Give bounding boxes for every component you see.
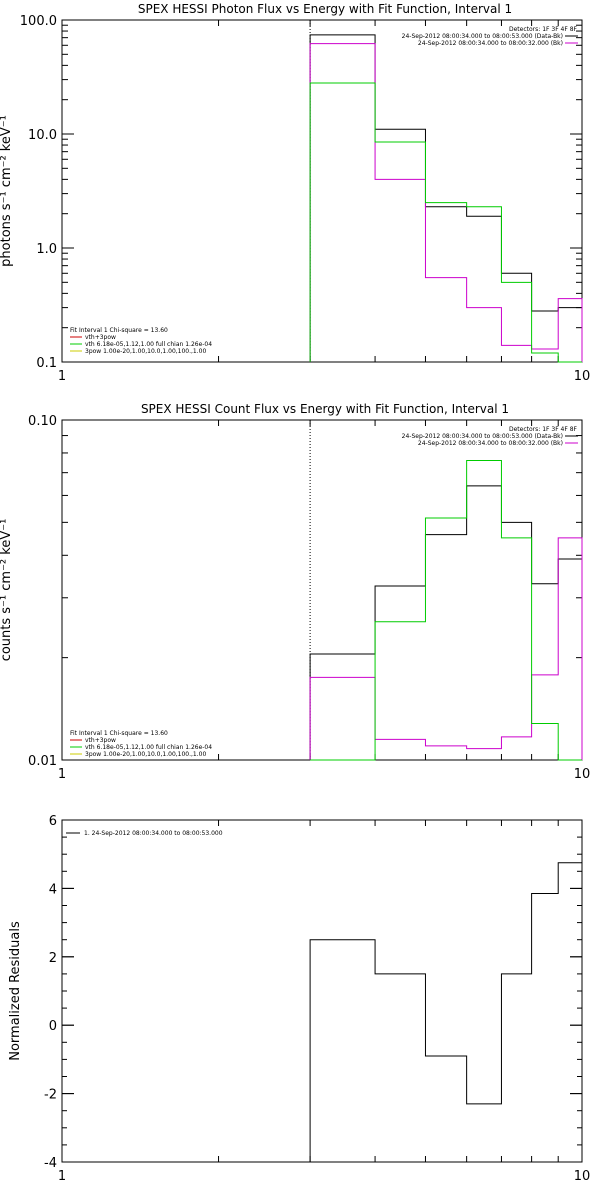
photon-flux-y-tick-label: 1.0 bbox=[36, 242, 57, 257]
count-flux-x-tick-label: 1 bbox=[58, 767, 66, 782]
photon-flux-y-tick-label: 0.1 bbox=[36, 356, 57, 371]
residuals-y-tick-label: -2 bbox=[44, 1088, 57, 1103]
count-flux-series-2-line bbox=[309, 537, 583, 760]
residuals-plot-frame bbox=[61, 819, 583, 1163]
count-flux-x-tick-label: 10 bbox=[574, 767, 591, 782]
photon-flux-y-tick-label: 100.0 bbox=[20, 14, 57, 29]
photon-flux-legend: Detectors: 1F 3F 4F 8F 24-Sep-2012 08:00… bbox=[402, 26, 578, 47]
count-flux-legend: Detectors: 1F 3F 4F 8F 24-Sep-2012 08:00… bbox=[402, 426, 578, 447]
count-flux-marks bbox=[309, 420, 583, 761]
photon-flux-series-1-line bbox=[309, 34, 583, 362]
photon-flux-plot-frame bbox=[61, 19, 583, 363]
photon-flux-panel: SPEX HESSI Photon Flux vs Energy with Fi… bbox=[0, 2, 590, 384]
count-flux-legend-header: Detectors: 1F 3F 4F 8F bbox=[509, 426, 578, 433]
residuals-y-tick-label: 6 bbox=[49, 814, 57, 829]
count-flux-y-tick-label: 0.10 bbox=[28, 414, 57, 429]
count-flux-fit-legend-header: Fit Interval 1 Chi-square = 13.60 bbox=[70, 730, 168, 737]
count-flux-fit-legend-entry-1: vth+3pow bbox=[85, 737, 116, 744]
count-flux-panel: SPEX HESSI Count Flux vs Energy with Fit… bbox=[0, 402, 590, 782]
count-flux-y-axis-label: counts s⁻¹ cm⁻² keV⁻¹ bbox=[0, 519, 14, 662]
photon-flux-fit-legend-entry-3: 3pow 1.00e-20,1.00,10.0,1.00,100.,1.00 bbox=[85, 348, 206, 355]
photon-flux-ticks: 1 10 0.1 1.0 10.0 100.0 bbox=[20, 14, 590, 384]
residuals-legend: 1. 24-Sep-2012 08:00:34.000 to 08:00:53.… bbox=[66, 830, 223, 837]
count-flux-y-tick-label: 0.01 bbox=[28, 754, 57, 769]
residuals-y-axis-label: Normalized Residuals bbox=[8, 921, 23, 1061]
residuals-marks bbox=[309, 862, 583, 1162]
residuals-y-tick-label: -4 bbox=[44, 1156, 57, 1171]
photon-flux-legend-entry-2: 24-Sep-2012 08:00:34.000 to 08:00:32.000… bbox=[418, 40, 563, 47]
photon-flux-x-tick-label: 10 bbox=[574, 369, 591, 384]
residuals-x-tick-label: 10 bbox=[574, 1169, 591, 1184]
photon-flux-fit-legend: Fit Interval 1 Chi-square = 13.60 vth+3p… bbox=[70, 327, 212, 355]
photon-flux-legend-header: Detectors: 1F 3F 4F 8F bbox=[509, 26, 578, 33]
photon-flux-y-axis-label: photons s⁻¹ cm⁻² keV⁻¹ bbox=[0, 115, 14, 267]
photon-flux-fit-legend-header: Fit Interval 1 Chi-square = 13.60 bbox=[70, 327, 168, 334]
residuals-x-tick-label: 1 bbox=[58, 1169, 66, 1184]
count-flux-legend-entry-2: 24-Sep-2012 08:00:34.000 to 08:00:32.000… bbox=[418, 440, 563, 447]
residuals-y-tick-label: 2 bbox=[49, 951, 57, 966]
photon-flux-title: SPEX HESSI Photon Flux vs Energy with Fi… bbox=[138, 2, 512, 16]
photon-flux-fit-legend-entry-1: vth+3pow bbox=[85, 334, 116, 341]
photon-flux-x-tick-label: 1 bbox=[58, 369, 66, 384]
residuals-series-1-line bbox=[309, 862, 583, 1162]
residuals-y-tick-label: 4 bbox=[49, 882, 57, 897]
residuals-y-tick-label: 0 bbox=[49, 1019, 57, 1034]
count-flux-series-3-line bbox=[310, 460, 582, 761]
residuals-legend-entry-1: 1. 24-Sep-2012 08:00:34.000 to 08:00:53.… bbox=[84, 830, 223, 837]
residuals-ticks: 1 10 -4 -2 0 2 4 6 bbox=[44, 814, 590, 1184]
count-flux-plot-frame bbox=[61, 419, 583, 761]
count-flux-series-1-line bbox=[309, 485, 583, 760]
photon-flux-fit-legend-entry-2: vth 6.18e-05,1.12,1.00 full chian 1.26e-… bbox=[85, 341, 212, 348]
photon-flux-marks bbox=[309, 20, 583, 363]
count-flux-fit-legend-entry-2: vth 6.18e-05,1.12,1.00 full chian 1.26e-… bbox=[85, 744, 212, 751]
count-flux-legend-entry-1: 24-Sep-2012 08:00:34.000 to 08:00:53.000… bbox=[402, 433, 563, 440]
count-flux-ticks: 1 10 0.01 0.10 bbox=[28, 414, 590, 782]
photon-flux-legend-entry-1: 24-Sep-2012 08:00:34.000 to 08:00:53.000… bbox=[402, 33, 563, 40]
count-flux-fit-legend-entry-3: 3pow 1.00e-20,1.00,10.0,1.00,100.,1.00 bbox=[85, 751, 206, 758]
photon-flux-series-3-line bbox=[309, 82, 582, 363]
count-flux-title: SPEX HESSI Count Flux vs Energy with Fit… bbox=[141, 402, 509, 416]
photon-flux-y-tick-label: 10.0 bbox=[28, 128, 57, 143]
count-flux-fit-legend: Fit Interval 1 Chi-square = 13.60 vth+3p… bbox=[70, 730, 212, 758]
residuals-panel: Normalized Residuals 1 10 -4 -2 0 2 4 6 1. 24-S… bbox=[8, 814, 590, 1184]
